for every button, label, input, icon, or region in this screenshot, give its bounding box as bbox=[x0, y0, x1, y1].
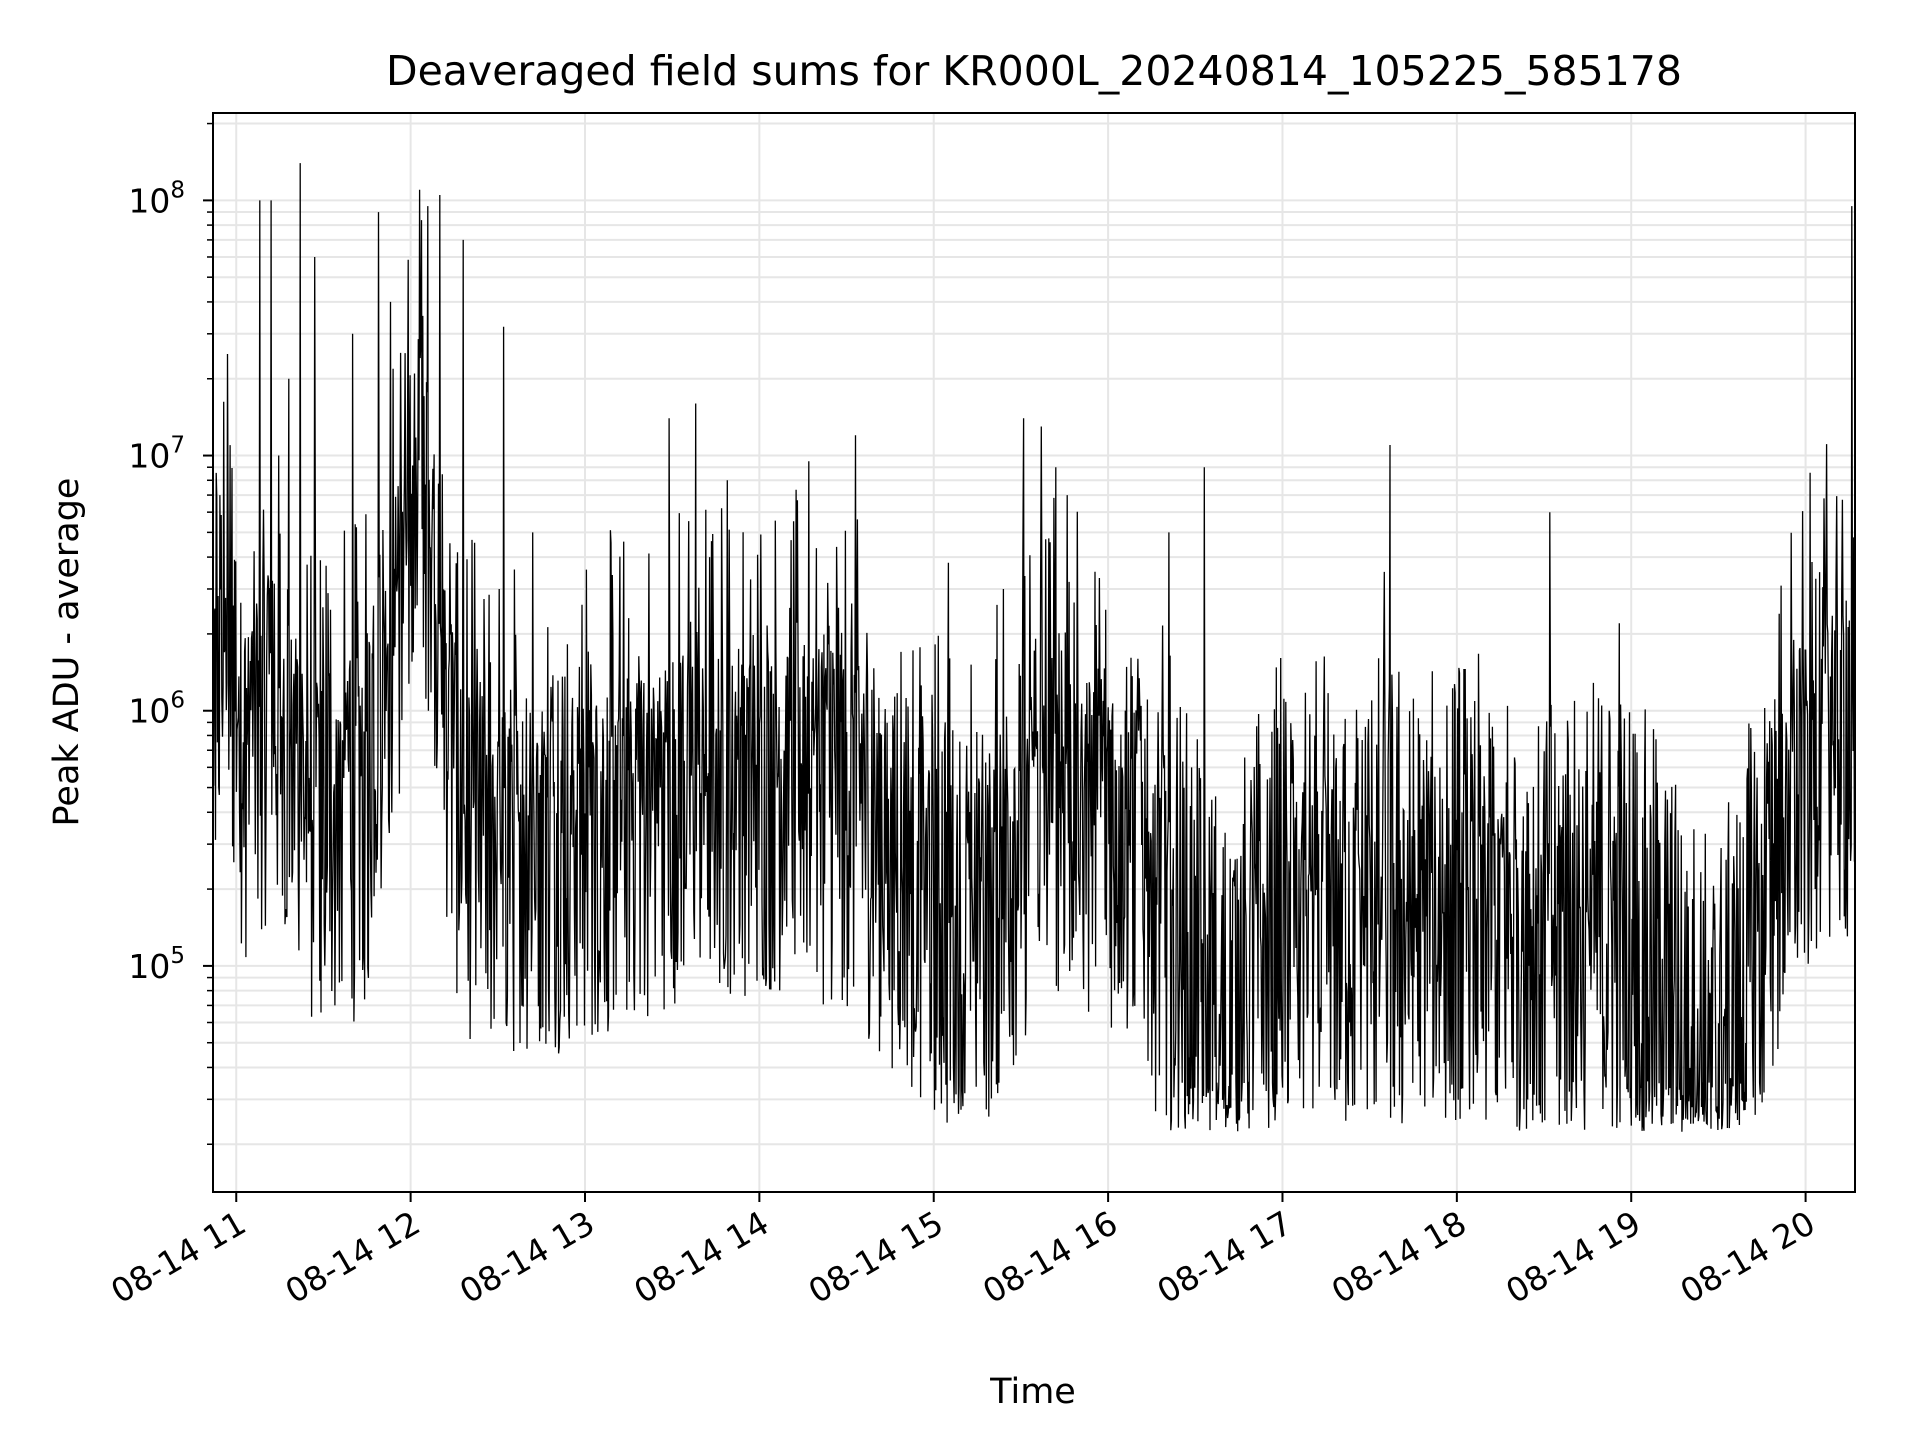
x-tick-label: 08-14 14 bbox=[627, 1203, 775, 1311]
y-tick-label: 105 bbox=[128, 943, 185, 986]
plot-frame bbox=[212, 112, 1856, 1193]
x-tick-label: 08-14 15 bbox=[802, 1203, 950, 1311]
x-tick-label: 08-14 12 bbox=[279, 1203, 427, 1311]
series-line bbox=[212, 163, 1856, 1132]
x-tick-label: 08-14 13 bbox=[453, 1203, 601, 1311]
x-axis: 08-14 11 08-14 12 08-14 13 08-14 14 08-14 15… bbox=[104, 1192, 1822, 1311]
y-tick-label: 107 bbox=[128, 433, 185, 476]
y-tick-label: 108 bbox=[128, 177, 185, 220]
x-tick-label: 08-14 17 bbox=[1150, 1203, 1298, 1311]
x-tick-label: 08-14 19 bbox=[1499, 1203, 1647, 1311]
y-axis-label: Peak ADU - average bbox=[47, 478, 87, 827]
y-axis: 105 106 107 108 bbox=[128, 122, 213, 1146]
x-tick-label: 08-14 11 bbox=[104, 1203, 252, 1311]
x-tick-label: 08-14 18 bbox=[1325, 1203, 1473, 1311]
x-axis-label: Time bbox=[989, 1372, 1076, 1412]
x-tick-label: 08-14 20 bbox=[1674, 1203, 1822, 1311]
y-tick-label: 106 bbox=[128, 688, 185, 731]
x-tick-label: 08-14 16 bbox=[976, 1203, 1124, 1311]
series-layer bbox=[212, 163, 1856, 1132]
chart-title: Deaveraged field sums for KR000L_2024081… bbox=[386, 47, 1682, 95]
